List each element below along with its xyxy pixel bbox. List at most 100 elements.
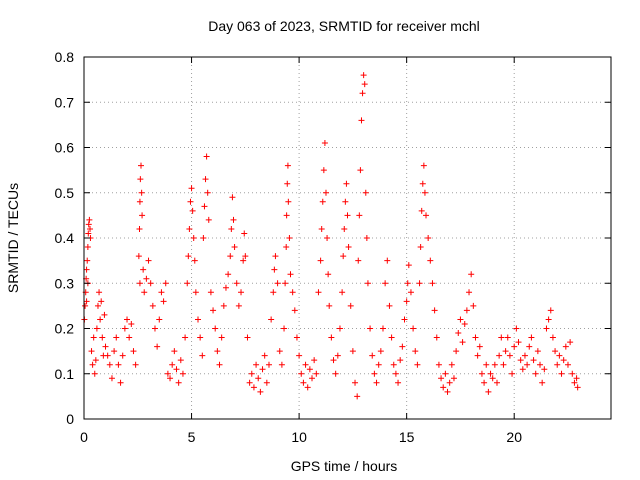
- data-point: [472, 334, 479, 341]
- data-point: [96, 289, 103, 296]
- data-point: [246, 379, 253, 386]
- data-point: [461, 320, 468, 327]
- data-point: [417, 244, 424, 251]
- data-point: [528, 334, 535, 341]
- data-point: [263, 379, 270, 386]
- data-point: [138, 189, 145, 196]
- data-point: [293, 334, 300, 341]
- data-point: [419, 180, 426, 187]
- data-point: [567, 339, 574, 346]
- data-point: [530, 357, 537, 364]
- data-point: [143, 275, 150, 282]
- data-point: [450, 375, 457, 382]
- data-point: [300, 379, 307, 386]
- data-point: [132, 361, 139, 368]
- data-point: [93, 325, 100, 332]
- data-point: [379, 325, 386, 332]
- data-point: [463, 307, 470, 314]
- data-point: [539, 379, 546, 386]
- data-point: [442, 370, 449, 377]
- data-point: [388, 334, 395, 341]
- data-point: [526, 343, 533, 350]
- data-point: [167, 375, 174, 382]
- data-point: [453, 348, 460, 355]
- data-point: [175, 379, 182, 386]
- data-point: [515, 339, 522, 346]
- data-point: [235, 302, 242, 309]
- data-point: [537, 361, 544, 368]
- data-point: [99, 334, 106, 341]
- data-point: [192, 289, 199, 296]
- data-point: [281, 325, 288, 332]
- data-point: [315, 289, 322, 296]
- data-point: [433, 334, 440, 341]
- data-point: [197, 334, 204, 341]
- data-point: [188, 185, 195, 192]
- data-point: [455, 330, 462, 337]
- data-point: [91, 370, 98, 377]
- data-point: [500, 361, 507, 368]
- data-point: [341, 225, 348, 232]
- data-point: [340, 253, 347, 260]
- data-point: [191, 257, 198, 264]
- data-point: [478, 370, 485, 377]
- data-point: [485, 388, 492, 395]
- data-point: [82, 302, 89, 309]
- data-point: [569, 370, 576, 377]
- data-point: [187, 198, 194, 205]
- data-point: [429, 280, 436, 287]
- data-point: [560, 357, 567, 364]
- data-point: [440, 384, 447, 391]
- data-point: [541, 366, 548, 373]
- data-point: [556, 352, 563, 359]
- data-point: [278, 361, 285, 368]
- data-point: [304, 384, 311, 391]
- data-point: [325, 271, 332, 278]
- x-tick-label: 10: [291, 429, 307, 445]
- data-points: [81, 72, 581, 400]
- data-point: [160, 298, 167, 305]
- data-point: [373, 379, 380, 386]
- data-point: [268, 316, 275, 323]
- data-point: [468, 271, 475, 278]
- data-point: [356, 212, 363, 219]
- data-point: [558, 370, 565, 377]
- data-point: [89, 361, 96, 368]
- data-point: [344, 212, 351, 219]
- tick-labels: 0 0.1 0.2 0.3 0.4 0.5 0.6 0.7 0.8 0 5 10 15 20: [55, 49, 523, 445]
- data-point: [287, 271, 294, 278]
- data-point: [345, 244, 352, 251]
- data-point: [412, 348, 419, 355]
- data-point: [363, 235, 370, 241]
- data-point: [241, 230, 248, 237]
- y-tick-label: 0.5: [55, 185, 75, 201]
- data-point: [184, 280, 191, 287]
- data-point: [138, 162, 145, 169]
- data-point: [532, 370, 539, 377]
- data-point: [98, 298, 105, 305]
- data-point: [361, 81, 368, 88]
- data-point: [87, 225, 94, 232]
- data-point: [502, 348, 509, 355]
- data-point: [230, 216, 237, 223]
- data-point: [270, 289, 277, 296]
- data-point: [276, 348, 283, 355]
- data-point: [140, 266, 147, 273]
- data-point: [201, 203, 208, 210]
- data-point: [509, 370, 516, 377]
- data-point: [427, 257, 434, 264]
- data-point: [504, 334, 511, 341]
- data-point: [358, 117, 365, 124]
- data-point: [306, 366, 313, 373]
- data-point: [332, 370, 339, 377]
- data-point: [205, 216, 212, 223]
- data-point: [238, 289, 245, 296]
- data-point: [137, 176, 144, 183]
- data-point: [227, 253, 234, 260]
- data-point: [349, 348, 356, 355]
- data-point: [135, 253, 142, 260]
- data-point: [210, 307, 217, 314]
- data-point: [354, 393, 361, 400]
- data-point: [457, 316, 464, 323]
- data-point: [136, 225, 143, 232]
